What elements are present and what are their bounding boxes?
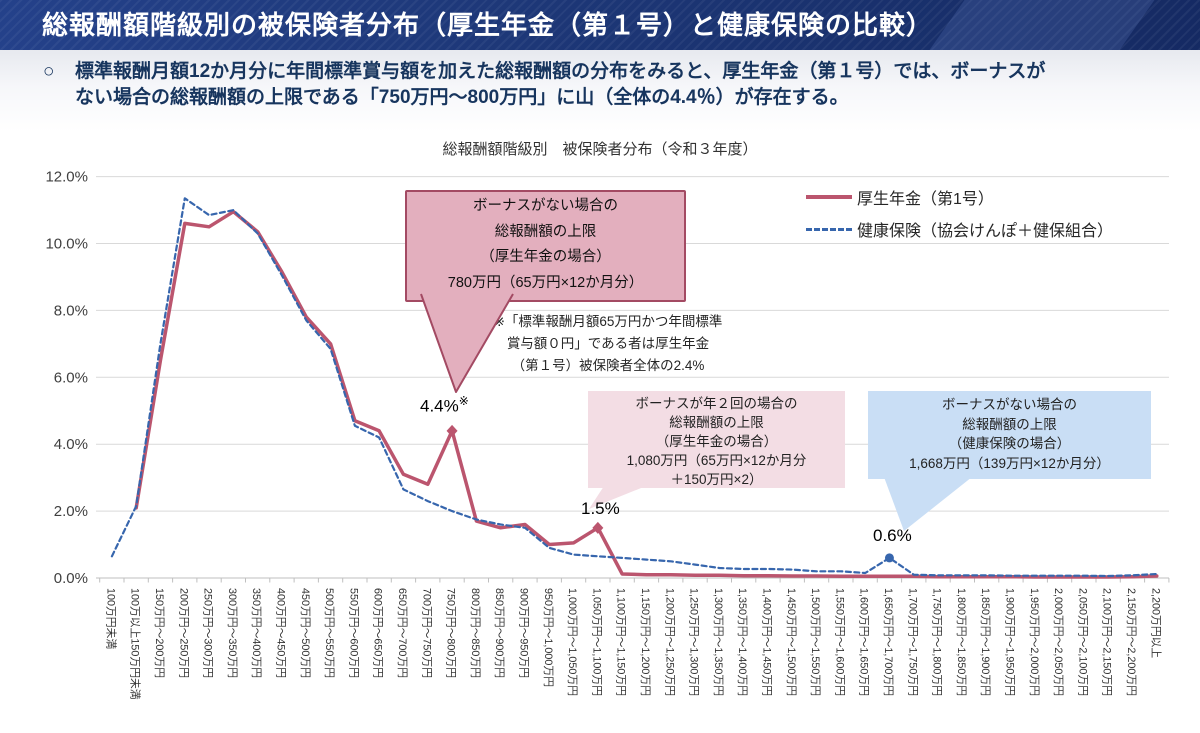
svg-text:1,750万円～1,800万円: 1,750万円～1,800万円	[931, 588, 943, 696]
svg-text:0.0%: 0.0%	[54, 570, 88, 587]
svg-text:400万円～450万円: 400万円～450万円	[274, 588, 286, 678]
svg-text:8.0%: 8.0%	[54, 302, 88, 319]
callout-pension-no-bonus: ボーナスがない場合の 総報酬額の上限 （厚生年金の場合） 780万円（65万円×…	[405, 190, 686, 302]
svg-text:200万円～250万円: 200万円～250万円	[177, 588, 189, 678]
chart-legend: 厚生年金（第1号） 健康保険（協会けんぽ＋健保組合）	[806, 186, 1113, 250]
svg-text:1,250万円～1,300万円: 1,250万円～1,300万円	[688, 588, 700, 696]
svg-text:1,150万円～1,200万円: 1,150万円～1,200万円	[639, 588, 651, 696]
svg-text:250万円～300万円: 250万円～300万円	[202, 588, 214, 678]
svg-text:1,700万円～1,750万円: 1,700万円～1,750万円	[906, 588, 918, 696]
data-label-4-4: 4.4%※	[420, 394, 469, 416]
svg-text:500万円～550万円: 500万円～550万円	[323, 588, 335, 678]
svg-text:10.0%: 10.0%	[45, 236, 88, 253]
svg-text:1,350万円～1,400万円: 1,350万円～1,400万円	[736, 588, 748, 696]
svg-text:2,050万円～2,100万円: 2,050万円～2,100万円	[1076, 588, 1088, 696]
svg-text:1,950万円～2,000万円: 1,950万円～2,000万円	[1028, 588, 1040, 696]
svg-text:1,000万円～1,050万円: 1,000万円～1,050万円	[566, 588, 578, 696]
callout-pension-two-bonus: ボーナスが年２回の場合の 総報酬額の上限 （厚生年金の場合） 1,080万円（6…	[588, 391, 845, 488]
svg-text:1,550万円～1,600万円: 1,550万円～1,600万円	[833, 588, 845, 696]
svg-text:1,050万円～1,100万円: 1,050万円～1,100万円	[590, 588, 602, 696]
svg-text:300万円～350万円: 300万円～350万円	[226, 588, 238, 678]
svg-text:600万円～650万円: 600万円～650万円	[372, 588, 384, 678]
svg-text:2,100万円～2,150万円: 2,100万円～2,150万円	[1101, 588, 1113, 696]
svg-text:6.0%: 6.0%	[54, 369, 88, 386]
footnote-text: ※「標準報酬月額65万円かつ年間標準 賞与額０円」である者は厚生年金 （第１号）…	[493, 314, 723, 373]
svg-text:1,800万円～1,850万円: 1,800万円～1,850万円	[955, 588, 967, 696]
data-label-0-6: 0.6%	[873, 526, 912, 545]
svg-text:850万円～900万円: 850万円～900万円	[493, 588, 505, 678]
svg-text:800万円～850万円: 800万円～850万円	[469, 588, 481, 678]
svg-text:1,900万円～1,950万円: 1,900万円～1,950万円	[1003, 588, 1015, 696]
legend-item-pension: 厚生年金（第1号）	[806, 186, 1113, 208]
svg-text:1,300万円～1,350万円: 1,300万円～1,350万円	[712, 588, 724, 696]
svg-text:350万円～400万円: 350万円～400万円	[250, 588, 262, 678]
intro-section: ○ 標準報酬月額12か月分に年間標準賞与額を加えた総報酬額の分布をみると、厚生年…	[0, 50, 1200, 132]
svg-text:2,150万円～2,200万円: 2,150万円～2,200万円	[1125, 588, 1137, 696]
svg-text:1,400万円～1,450万円: 1,400万円～1,450万円	[760, 588, 772, 696]
svg-text:1,600万円～1,650万円: 1,600万円～1,650万円	[858, 588, 870, 696]
svg-text:2,000万円～2,050万円: 2,000万円～2,050万円	[1052, 588, 1064, 696]
svg-text:150万円～200万円: 150万円～200万円	[153, 588, 165, 678]
header-bar: 総報酬額階級別の被保険者分布（厚生年金（第１号）と健康保険の比較）	[0, 0, 1200, 50]
page-title: 総報酬額階級別の被保険者分布（厚生年金（第１号）と健康保険の比較）	[42, 10, 934, 40]
solid-line-swatch-icon	[806, 195, 852, 199]
svg-text:2.0%: 2.0%	[54, 503, 88, 520]
svg-text:100万円未満: 100万円未満	[104, 588, 117, 649]
bullet-circle-icon: ○	[43, 61, 55, 82]
svg-text:750万円～800万円: 750万円～800万円	[445, 588, 457, 678]
intro-text: 標準報酬月額12か月分に年間標準賞与額を加えた総報酬額の分布をみると、厚生年金（…	[75, 61, 1046, 109]
data-label-1-5: 1.5%	[581, 499, 620, 518]
svg-text:900万円～950万円: 900万円～950万円	[517, 588, 529, 678]
chart-title: 総報酬額階級別 被保険者分布（令和３年度）	[442, 141, 758, 158]
svg-text:2,200万円以上: 2,200万円以上	[1149, 588, 1162, 658]
svg-text:1,850万円～1,900万円: 1,850万円～1,900万円	[979, 588, 991, 696]
svg-text:1,200万円～1,250万円: 1,200万円～1,250万円	[663, 588, 675, 696]
legend-label: 健康保険（協会けんぽ＋健保組合）	[857, 223, 1114, 240]
svg-text:4.0%: 4.0%	[54, 436, 88, 453]
legend-label: 厚生年金（第1号）	[857, 191, 994, 208]
svg-text:450万円～500万円: 450万円～500万円	[299, 588, 311, 678]
svg-text:1,650万円～1,700万円: 1,650万円～1,700万円	[882, 588, 894, 696]
svg-text:100万以上150万円未満: 100万以上150万円未満	[129, 588, 142, 700]
svg-text:1,450万円～1,500万円: 1,450万円～1,500万円	[785, 588, 797, 696]
svg-text:1,100万円～1,150万円: 1,100万円～1,150万円	[615, 588, 627, 696]
legend-item-health: 健康保険（協会けんぽ＋健保組合）	[806, 218, 1113, 240]
svg-text:1,500万円～1,550万円: 1,500万円～1,550万円	[809, 588, 821, 696]
svg-text:950万円～1,000万円: 950万円～1,000万円	[542, 588, 554, 687]
svg-text:650万円～700万円: 650万円～700万円	[396, 588, 408, 678]
svg-text:550万円～600万円: 550万円～600万円	[347, 588, 359, 678]
svg-text:700万円～750万円: 700万円～750万円	[420, 588, 432, 678]
reference-mark: ※	[458, 394, 469, 408]
svg-text:12.0%: 12.0%	[45, 169, 88, 186]
callout-health-no-bonus: ボーナスがない場合の 総報酬額の上限 （健康保険の場合） 1,668万円（139…	[868, 391, 1151, 479]
dashed-line-swatch-icon	[806, 227, 852, 231]
